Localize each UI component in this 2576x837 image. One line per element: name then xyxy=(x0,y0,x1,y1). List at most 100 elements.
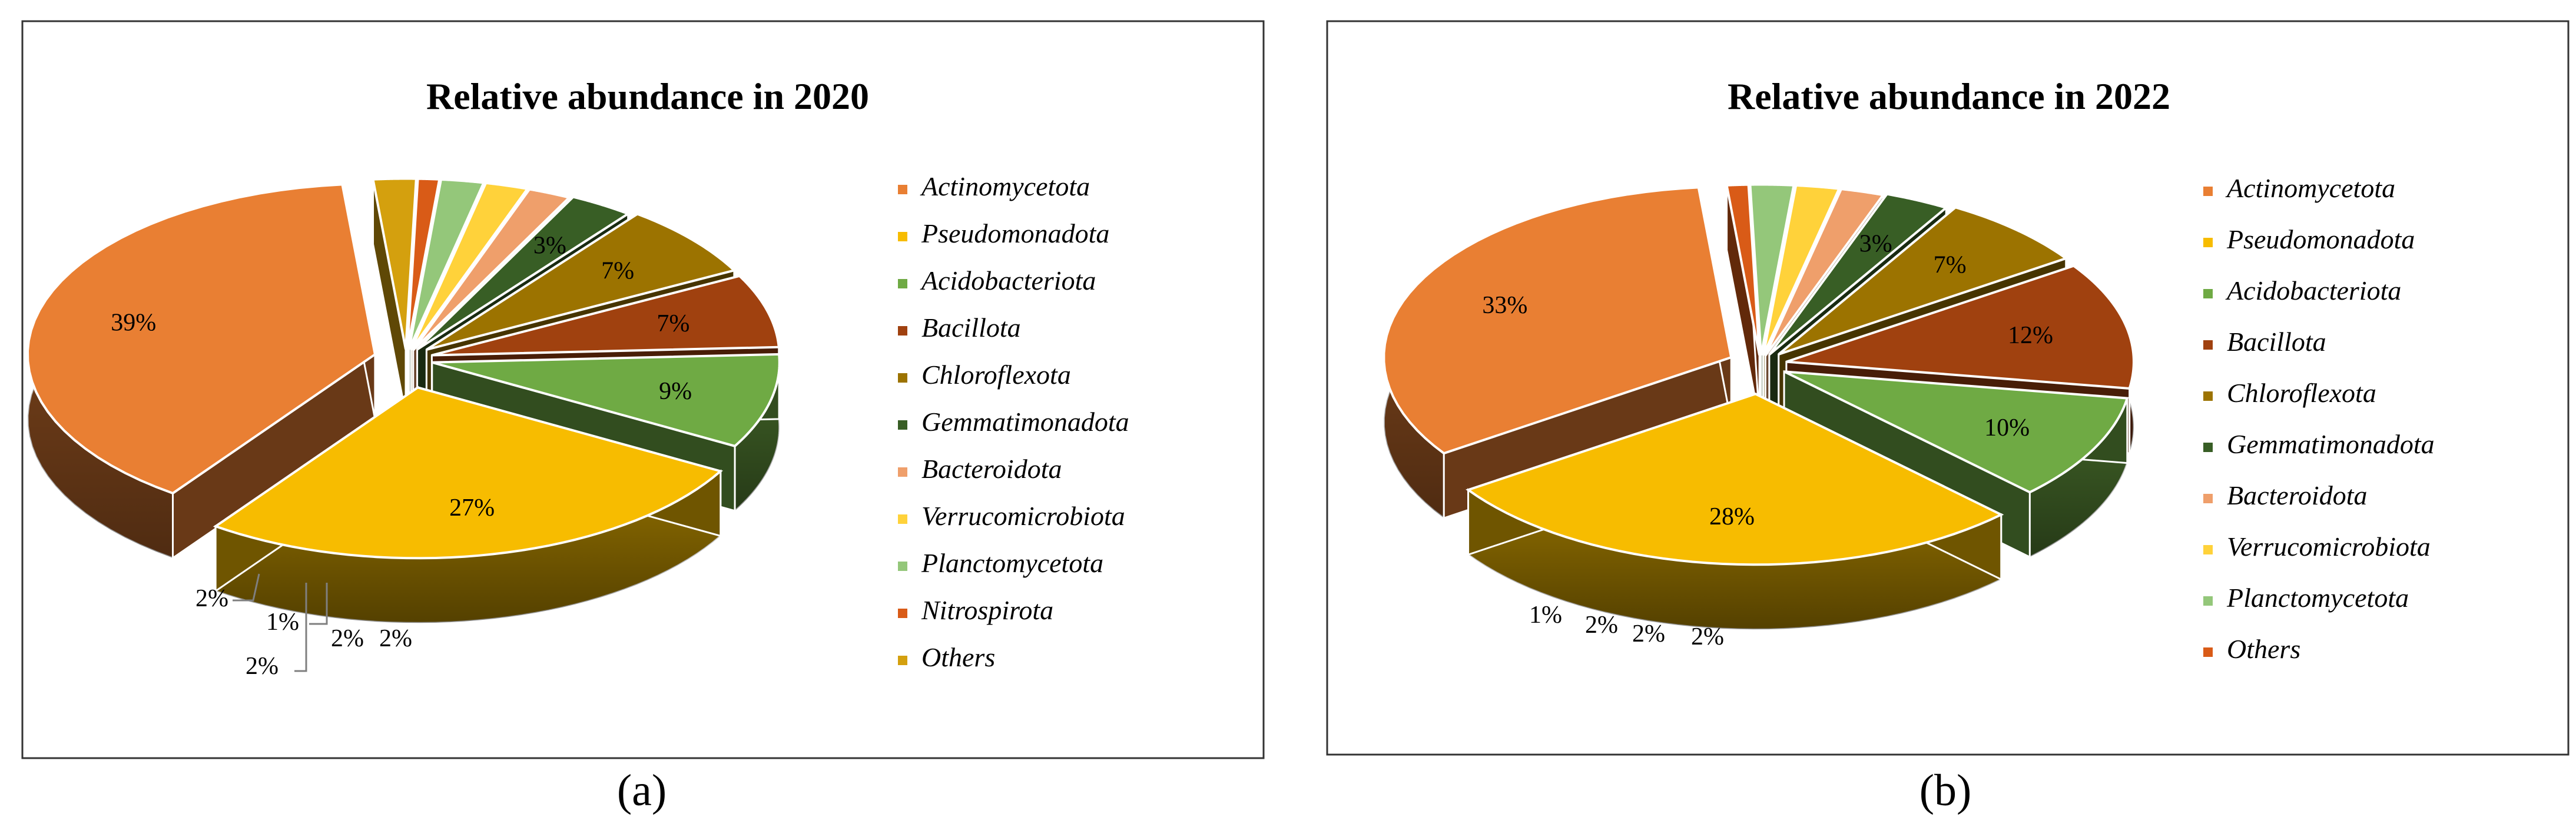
legend-label: Bacteroidota xyxy=(921,454,1062,484)
legend-swatch xyxy=(898,656,907,665)
slice-top-acidobacteriota xyxy=(1783,370,2129,494)
slice-top-others xyxy=(372,177,417,350)
legend-item-pseudomonadota: Pseudomonadota xyxy=(2203,224,2415,254)
data-label-gemmatimonadota: 3% xyxy=(533,232,566,260)
legend-label: Nitrospirota xyxy=(921,595,1053,625)
legend-label: Others xyxy=(2227,634,2300,664)
legend-item-bacteroidota: Bacteroidota xyxy=(2203,480,2367,510)
pie-b: 33% 28% 10% 12% 7% 3% 2% 2% 2% 1% xyxy=(1383,183,2135,650)
legend-swatch xyxy=(2203,391,2213,401)
slice-top-verrucomicrobiota xyxy=(410,181,530,351)
legend-swatch xyxy=(2203,443,2213,452)
legend-item-chloroflexota: Chloroflexota xyxy=(2203,378,2376,408)
legend-swatch xyxy=(898,467,907,477)
slice-top-bacillota xyxy=(1786,264,2135,390)
slice-top-pseudomonadota xyxy=(1466,393,2004,566)
legend-item-acidobacteriota: Acidobacteriota xyxy=(2203,275,2401,305)
slice-top-acidobacteriota xyxy=(432,353,781,448)
slice-top-gemmatimonadota xyxy=(416,195,631,351)
slice-top-bacteroidota xyxy=(1764,187,1885,357)
legend-swatch xyxy=(2203,340,2213,350)
slice-top-pseudomonadota xyxy=(213,386,723,560)
data-label-bacillota: 12% xyxy=(2008,322,2053,349)
data-label-acidobacteriota: 9% xyxy=(659,378,692,405)
legend-item-planctomycetota: Planctomycetota xyxy=(2203,583,2409,613)
legend-item-bacillota: Bacillota xyxy=(898,313,1021,343)
legend-label: Actinomycetota xyxy=(920,171,1090,201)
slice-top-planctomycetota xyxy=(407,178,486,350)
data-label-chloroflexota: 7% xyxy=(1934,252,1967,279)
legend-label: Planctomycetota xyxy=(2226,583,2409,613)
legend-item-actinomycetota: Actinomycetota xyxy=(2203,173,2395,203)
slice-pseudomonadota xyxy=(213,386,723,624)
data-label-others: 2% xyxy=(195,585,228,612)
legend-label: Acidobacteriota xyxy=(2225,275,2401,305)
legend-swatch xyxy=(2203,596,2213,606)
slice-top-chloroflexota xyxy=(1778,206,2069,356)
legend-swatch xyxy=(898,232,907,241)
leader-line xyxy=(294,583,307,672)
slice-pseudomonadota xyxy=(1466,392,2004,630)
data-label-actinomycetota: 39% xyxy=(111,310,156,337)
legend-label: Pseudomonadota xyxy=(2226,224,2415,254)
data-label-verrucomicrobiota: 2% xyxy=(331,625,364,652)
leader-lines-a xyxy=(233,573,328,672)
chart-title-a: Relative abundance in 2020 xyxy=(426,75,869,117)
legend-a: Actinomycetota Pseudomonadota Acidobacteri… xyxy=(898,171,1129,672)
legend-item-others: Others xyxy=(2203,634,2300,664)
legend-item-nitrospirota: Nitrospirota xyxy=(898,595,1053,625)
leader-line xyxy=(233,573,260,602)
legend-swatch xyxy=(2203,545,2213,554)
legend-item-gemmatimonadota: Gemmatimonadota xyxy=(2203,429,2435,459)
legend-item-planctomycetota: Planctomycetota xyxy=(898,548,1103,578)
caption-b-text: (b) xyxy=(1919,766,1972,815)
slice-acidobacteriota xyxy=(1783,370,2129,559)
legend-swatch xyxy=(2203,187,2213,196)
legend-item-bacteroidota: Bacteroidota xyxy=(898,454,1062,484)
legend-label: Chloroflexota xyxy=(2227,378,2376,408)
data-label-bacteroidota: 2% xyxy=(379,625,412,652)
legend-swatch xyxy=(898,609,907,618)
legend-swatch xyxy=(898,562,907,571)
legend-item-bacillota: Bacillota xyxy=(2203,327,2326,357)
legend-swatch xyxy=(898,420,907,430)
data-label-planctomycetota: 2% xyxy=(1585,612,1618,639)
data-label-acidobacteriota: 10% xyxy=(1984,414,2030,441)
legend-label: Bacillota xyxy=(2227,327,2326,357)
slice-top-others xyxy=(1725,183,1761,356)
legend-label: Chloroflexota xyxy=(921,360,1071,390)
data-label-bacillota: 7% xyxy=(657,310,689,337)
legend-swatch xyxy=(898,373,907,383)
pie-a: 39% 27% 9% 7% 7% 3% 2% 2% 2% 1% 2% xyxy=(26,177,781,680)
slice-top-actinomycetota xyxy=(26,183,377,495)
legend-swatch xyxy=(2203,494,2213,503)
slice-top-bacillota xyxy=(431,274,780,357)
data-label-planctomycetota: 2% xyxy=(246,653,279,680)
data-label-pseudomonadota: 27% xyxy=(449,494,495,522)
data-label-chloroflexota: 7% xyxy=(601,257,634,284)
legend-item-others: Others xyxy=(898,642,995,672)
legend-item-pseudomonadota: Pseudomonadota xyxy=(898,218,1109,248)
legend-label: Verrucomicrobiota xyxy=(2227,532,2431,562)
slice-top-actinomycetota xyxy=(1383,186,1733,455)
legend-item-actinomycetota: Actinomycetota xyxy=(898,171,1090,201)
data-label-gemmatimonadota: 3% xyxy=(1859,231,1892,258)
slice-top-chloroflexota xyxy=(426,212,737,351)
legend-item-gemmatimonadota: Gemmatimonadota xyxy=(898,407,1129,437)
legend-label: Gemmatimonadota xyxy=(921,407,1129,437)
data-label-actinomycetota: 33% xyxy=(1482,292,1527,319)
legend-label: Others xyxy=(921,642,995,672)
slice-top-gemmatimonadota xyxy=(1768,192,1949,356)
legend-label: Planctomycetota xyxy=(921,548,1103,578)
data-label-nitrospirota: 1% xyxy=(266,609,299,636)
legend-swatch xyxy=(898,185,907,194)
caption-b: (b) xyxy=(1887,765,2004,816)
slice-top-planctomycetota xyxy=(1749,183,1795,356)
data-label-bacteroidota: 2% xyxy=(1691,623,1724,650)
caption-a: (a) xyxy=(583,765,701,816)
legend-label: Pseudomonadota xyxy=(921,218,1109,248)
data-label-pseudomonadota: 28% xyxy=(1709,503,1755,530)
legend-label: Bacteroidota xyxy=(2227,480,2367,510)
caption-a-text: (a) xyxy=(616,766,667,815)
